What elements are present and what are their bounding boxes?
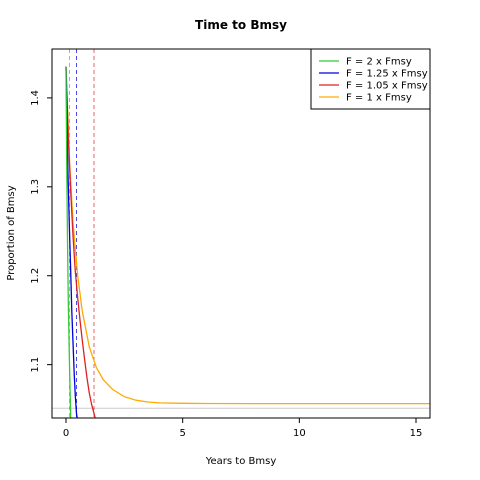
legend-label-4: F = 1 x Fmsy <box>346 93 412 104</box>
legend-label-1: F = 2 x Fmsy <box>346 57 412 68</box>
x-axis-label: Years to Bmsy <box>205 456 277 467</box>
series-line-3 <box>65 66 96 418</box>
legend-box <box>310 48 431 110</box>
x-axis: 0 5 10 15 <box>63 418 423 439</box>
y-tick-label: 1.4 <box>30 90 41 106</box>
y-tick-label: 1.3 <box>30 179 41 195</box>
y-axis-label: Proportion of Bmsy <box>6 185 17 280</box>
x-tick-label: 10 <box>293 428 306 439</box>
series-line-4 <box>65 66 430 405</box>
legend-label-2: F = 1.25 x Fmsy <box>346 69 428 80</box>
y-axis: 1.1 1.2 1.3 1.4 <box>30 90 52 373</box>
y-tick-label: 1.1 <box>30 357 41 373</box>
series-line-2 <box>65 66 78 418</box>
y-tick-label: 1.2 <box>30 268 41 284</box>
legend-label-3: F = 1.05 x Fmsy <box>346 81 428 92</box>
plot-area <box>52 49 430 418</box>
series-line-1 <box>65 66 72 418</box>
x-tick-label: 5 <box>179 428 185 439</box>
plot-frame <box>51 48 431 419</box>
x-tick-label: 15 <box>410 428 423 439</box>
x-tick-label: 0 <box>63 428 69 439</box>
chart-title: Time to Bmsy <box>195 18 287 32</box>
